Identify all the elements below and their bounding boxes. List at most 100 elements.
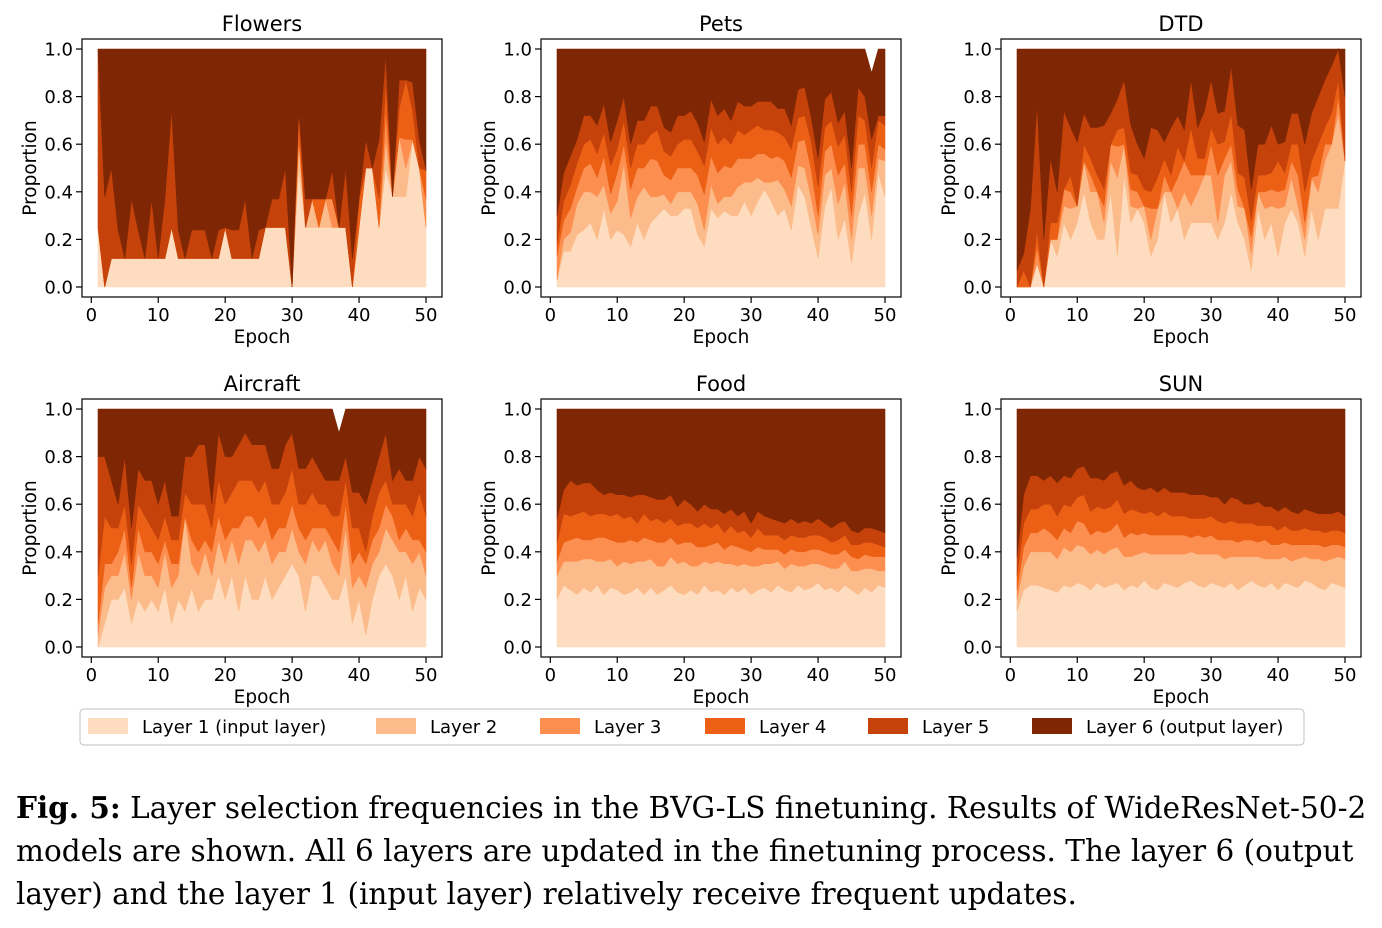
legend-item-2: Layer 2 [376, 717, 497, 738]
subplot-food: 0.0 0.2 0.4 0.6 0.8 1.0 0 10 20 30 40 50 Food Epoch Pr… [479, 372, 902, 708]
caption-text: Layer selection frequencies in the BVG-L… [16, 791, 1367, 911]
x-tick-label: 0 [1005, 665, 1016, 686]
x-tick-label: 50 [415, 665, 438, 686]
legend-item-1: Layer 1 (input layer) [88, 717, 326, 738]
legend-swatch [705, 718, 745, 734]
x-axis-label: Epoch [693, 687, 750, 708]
area-layer-6 [97, 48, 427, 288]
plot-frame [81, 38, 443, 298]
x-axis-label: Epoch [1153, 327, 1210, 348]
legend-item-6: Layer 6 (output layer) [1032, 717, 1283, 738]
x-tick-label: 0 [545, 665, 556, 686]
y-tick-label: 0.2 [503, 590, 532, 611]
y-axis-label: Proportion [939, 480, 960, 575]
x-tick-label: 40 [348, 665, 371, 686]
y-axis-label: Proportion [20, 120, 41, 215]
legend: Layer 1 (input layer) Layer 2 Layer 3 Layer… [79, 708, 1305, 746]
y-tick-label: 0.0 [963, 278, 992, 299]
y-tick-label: 0.2 [963, 230, 992, 251]
y-tick-label: 0.0 [44, 638, 73, 659]
caption-label: Fig. 5: [16, 790, 121, 825]
x-axis-label: Epoch [1153, 687, 1210, 708]
x-tick-label: 50 [1334, 305, 1357, 326]
y-tick-label: 0.6 [44, 495, 73, 516]
y-tick-label: 0.2 [963, 590, 992, 611]
x-tick-label: 20 [214, 305, 237, 326]
subplot-title: Food [696, 372, 746, 396]
y-tick-label: 1.0 [44, 40, 73, 61]
y-tick-label: 0.8 [44, 447, 73, 468]
area-layer-6 [556, 48, 886, 216]
y-tick-label: 0.6 [44, 135, 73, 156]
x-tick-label: 20 [1133, 665, 1156, 686]
y-tick-label: 1.0 [44, 400, 73, 421]
area-layer-6 [97, 408, 427, 529]
x-tick-label: 10 [1066, 665, 1089, 686]
x-tick-label: 10 [1066, 305, 1089, 326]
x-tick-label: 10 [606, 665, 629, 686]
x-tick-label: 20 [214, 665, 237, 686]
y-tick-label: 0.8 [963, 447, 992, 468]
subplot-title: DTD [1158, 12, 1203, 36]
y-tick-label: 0.4 [963, 542, 992, 563]
x-tick-label: 30 [740, 305, 763, 326]
legend-label: Layer 2 [430, 717, 497, 738]
y-tick-label: 1.0 [963, 400, 992, 421]
plot-frame [540, 38, 902, 298]
x-tick-label: 0 [1005, 305, 1016, 326]
x-tick-label: 0 [545, 305, 556, 326]
y-tick-label: 0.4 [503, 182, 532, 203]
x-tick-label: 20 [673, 305, 696, 326]
x-tick-label: 50 [874, 665, 897, 686]
y-tick-label: 0.4 [503, 542, 532, 563]
area-layer-6 [1016, 408, 1346, 557]
subplot-title: SUN [1159, 372, 1203, 396]
y-axis-label: Proportion [939, 120, 960, 215]
x-axis-label: Epoch [693, 327, 750, 348]
legend-label: Layer 4 [759, 717, 826, 738]
plot-frame [81, 398, 443, 658]
subplot-dtd: 0.0 0.2 0.4 0.6 0.8 1.0 0 10 20 30 40 50 DTD Epoch Pro… [939, 12, 1362, 348]
subplot-title: Flowers [222, 12, 302, 36]
subplot-title: Pets [699, 12, 743, 36]
y-tick-label: 1.0 [503, 400, 532, 421]
x-tick-label: 40 [348, 305, 371, 326]
area-layer-6 [1016, 47, 1346, 271]
x-tick-label: 40 [807, 305, 830, 326]
y-tick-label: 0.2 [503, 230, 532, 251]
legend-label: Layer 1 (input layer) [142, 717, 326, 738]
x-tick-label: 50 [415, 305, 438, 326]
legend-swatch [868, 718, 908, 734]
y-tick-label: 1.0 [503, 40, 532, 61]
y-tick-label: 0.4 [44, 182, 73, 203]
x-tick-label: 0 [86, 305, 97, 326]
x-tick-label: 40 [1267, 305, 1290, 326]
plot-frame [1000, 398, 1362, 658]
x-tick-label: 30 [281, 305, 304, 326]
x-tick-label: 30 [740, 665, 763, 686]
y-tick-label: 0.8 [503, 87, 532, 108]
x-tick-label: 0 [86, 665, 97, 686]
y-tick-label: 0.8 [44, 87, 73, 108]
plot-frame [540, 398, 902, 658]
y-tick-label: 0.6 [963, 495, 992, 516]
x-axis-label: Epoch [234, 327, 291, 348]
legend-item-5: Layer 5 [868, 717, 989, 738]
legend-label: Layer 5 [922, 717, 989, 738]
legend-item-3: Layer 3 [540, 717, 661, 738]
y-tick-label: 0.6 [503, 135, 532, 156]
subplot-aircraft: 0.0 0.2 0.4 0.6 0.8 1.0 0 10 20 30 40 50 Aircraft Epo… [20, 372, 443, 708]
subplot-flowers: 0.0 0.2 0.4 0.6 0.8 1.0 0 10 20 30 40 50 Flowers Epoc… [20, 12, 443, 348]
x-tick-label: 40 [807, 665, 830, 686]
subplot-title: Aircraft [224, 372, 301, 396]
legend-swatch [376, 718, 416, 734]
y-tick-label: 0.0 [503, 278, 532, 299]
area-layer-6 [556, 408, 886, 534]
x-tick-label: 20 [1133, 305, 1156, 326]
legend-label: Layer 6 (output layer) [1086, 717, 1283, 738]
x-tick-label: 40 [1267, 665, 1290, 686]
x-tick-label: 50 [874, 305, 897, 326]
y-tick-label: 0.6 [963, 135, 992, 156]
x-tick-label: 50 [1334, 665, 1357, 686]
y-tick-label: 0.4 [44, 542, 73, 563]
